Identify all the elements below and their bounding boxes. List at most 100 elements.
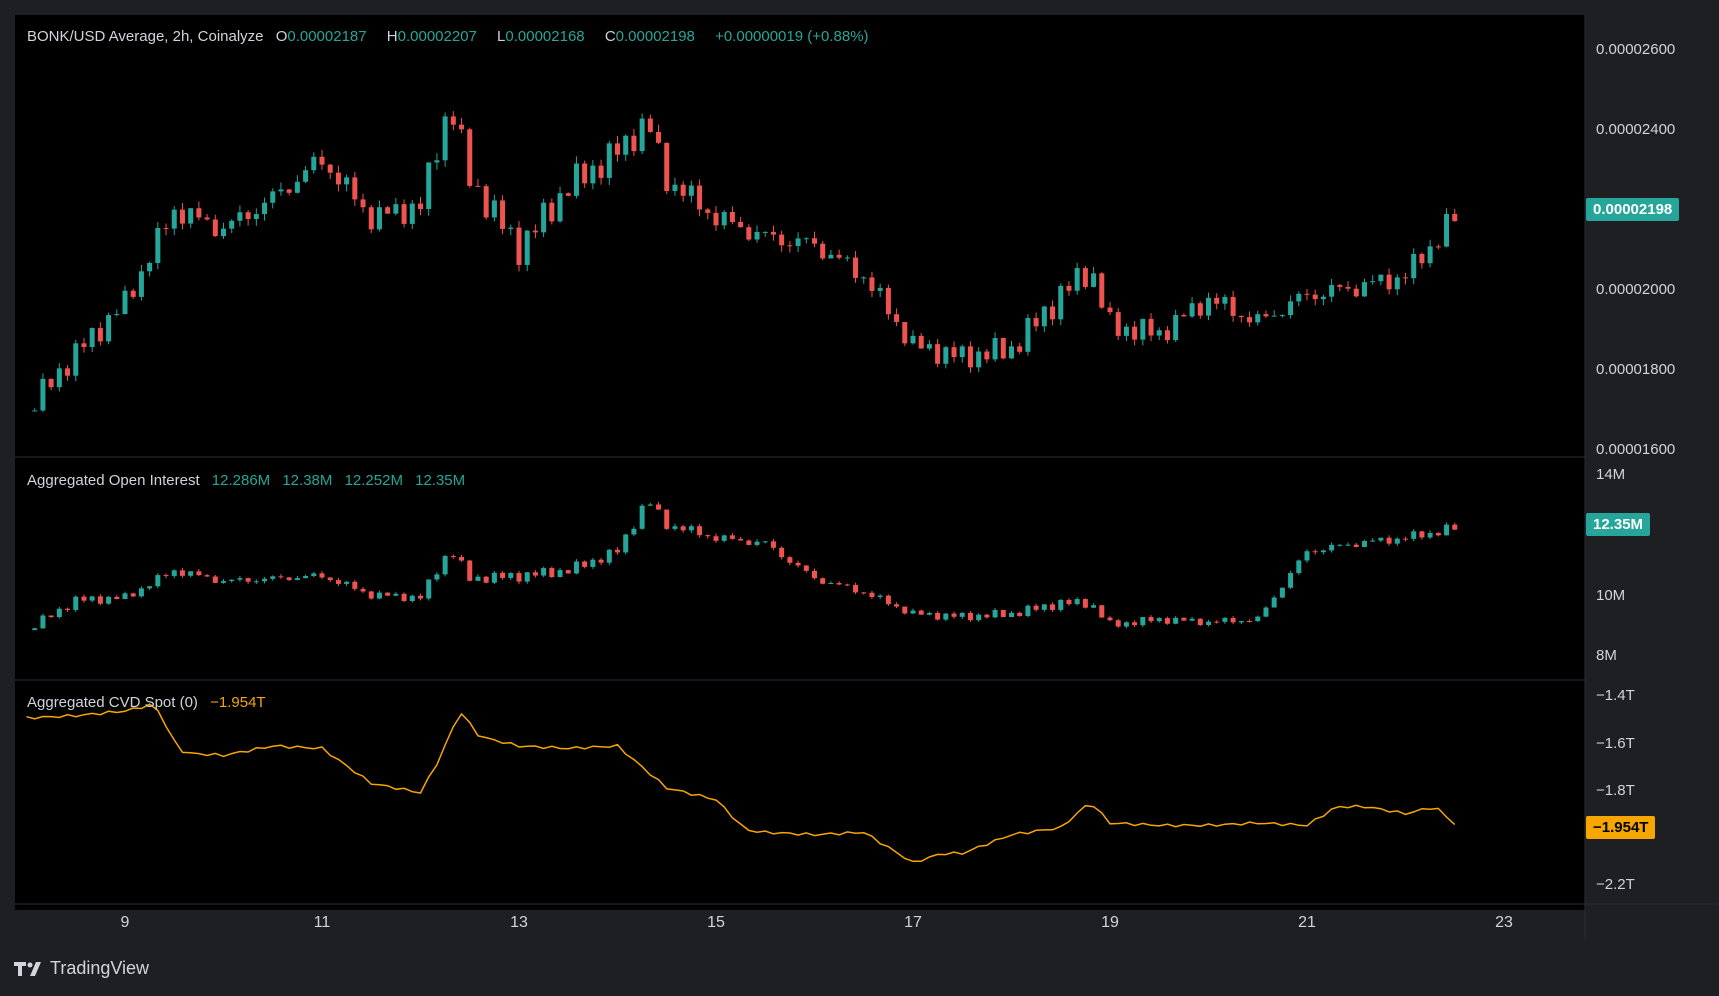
- price-candle: [516, 227, 522, 265]
- oi-candle: [598, 559, 604, 563]
- price-candle: [697, 185, 703, 210]
- price-candle: [179, 209, 185, 224]
- tradingview-brand-text: TradingView: [50, 958, 150, 978]
- main-title: BONK/USD Average, 2h, Coinalyze: [27, 28, 264, 45]
- oi-candle: [352, 581, 358, 589]
- oi-candle: [393, 593, 399, 596]
- oi-candle: [853, 584, 859, 593]
- price-candle: [885, 287, 891, 315]
- oi-candle: [738, 538, 744, 541]
- price-candle: [1279, 315, 1285, 317]
- oi-candle: [245, 578, 251, 582]
- oi-value-low: 12.252M: [344, 472, 403, 489]
- oi-candle: [368, 591, 374, 599]
- oi-candles: [32, 501, 1458, 631]
- price-candle: [32, 410, 38, 412]
- oi-candle: [311, 573, 317, 577]
- oi-candle: [746, 540, 752, 545]
- price-candle: [1164, 330, 1170, 341]
- oi-candle: [984, 614, 990, 618]
- oi-candle: [360, 588, 366, 592]
- price-candle: [828, 254, 834, 259]
- oi-candle: [229, 579, 235, 582]
- oi-candle: [1082, 599, 1088, 608]
- oi-candle: [762, 541, 768, 543]
- price-candle: [1452, 213, 1458, 221]
- price-candle: [623, 135, 629, 155]
- main-legend: BONK/USD Average, 2h, Coinalyze O0.00002…: [27, 28, 877, 45]
- price-candle: [1033, 318, 1039, 327]
- oi-candle: [541, 568, 547, 576]
- price-candle: [483, 186, 489, 218]
- oi-candle: [1435, 532, 1441, 536]
- price-candle: [590, 165, 596, 184]
- oi-candle: [40, 615, 46, 629]
- oi-candle: [1140, 617, 1146, 626]
- oi-candle: [204, 575, 210, 577]
- oi-candle: [376, 592, 382, 599]
- price-candle: [360, 199, 366, 208]
- oi-candle: [1312, 551, 1318, 553]
- oi-candle: [615, 549, 620, 553]
- oi-candle: [114, 596, 120, 600]
- oi-candle: [467, 560, 473, 581]
- price-candle: [729, 211, 735, 222]
- oi-candle: [770, 541, 776, 548]
- price-candle: [1181, 314, 1187, 317]
- oi-candle: [335, 580, 341, 584]
- price-candle: [221, 228, 226, 237]
- close-label: C: [604, 28, 616, 45]
- price-candle: [812, 238, 817, 244]
- cvd-tick: −1.8T: [1596, 782, 1635, 799]
- price-candle: [976, 351, 982, 368]
- oi-candle: [590, 559, 596, 567]
- oi-candle: [303, 576, 309, 579]
- time-tick: 23: [1495, 914, 1513, 931]
- price-candle: [746, 227, 752, 240]
- low-value: 0.00002168: [505, 28, 585, 45]
- price-tick: 0.00001800: [1596, 361, 1676, 378]
- price-tick: 0.00001600: [1596, 441, 1676, 458]
- price-candle: [1214, 297, 1220, 304]
- oi-value-high: 12.38M: [282, 472, 333, 489]
- price-tick: 0.00002400: [1596, 121, 1676, 138]
- oi-candle: [672, 526, 678, 529]
- price-candle: [951, 347, 957, 358]
- cvd-title: Aggregated CVD Spot (0): [27, 694, 198, 711]
- oi-candle: [779, 547, 785, 558]
- price-candle: [779, 234, 785, 246]
- oi-candle: [885, 595, 891, 605]
- price-candle: [434, 160, 440, 163]
- time-tick: 17: [904, 914, 922, 931]
- price-candle: [1132, 326, 1138, 340]
- price-candle: [459, 124, 465, 130]
- oi-candle: [1025, 605, 1031, 617]
- oi-candle: [1238, 621, 1244, 623]
- oi-candle: [754, 541, 760, 545]
- oi-legend: Aggregated Open Interest 12.286M 12.38M …: [27, 472, 473, 489]
- oi-candle: [713, 536, 719, 541]
- oi-candle: [327, 577, 333, 581]
- high-label: H: [386, 28, 398, 45]
- oi-candle: [869, 592, 875, 597]
- price-candle: [1337, 285, 1343, 287]
- oi-candle: [1148, 617, 1154, 622]
- price-candle: [262, 202, 268, 215]
- price-candle: [877, 287, 883, 291]
- price-candle: [1017, 346, 1023, 352]
- price-candle: [56, 368, 62, 388]
- time-tick: 13: [510, 914, 528, 931]
- price-candle: [557, 193, 563, 222]
- price-candle: [1000, 337, 1006, 359]
- price-candle: [1230, 296, 1236, 316]
- price-candle: [81, 343, 87, 347]
- tradingview-logo-icon: [14, 961, 41, 976]
- oi-candle: [426, 579, 432, 599]
- price-candle: [1238, 315, 1244, 318]
- oi-candle: [1033, 605, 1039, 610]
- oi-candle: [557, 570, 563, 577]
- price-candle: [1353, 288, 1359, 297]
- time-tick: 21: [1298, 914, 1316, 931]
- tradingview-logo[interactable]: TradingView: [14, 958, 149, 979]
